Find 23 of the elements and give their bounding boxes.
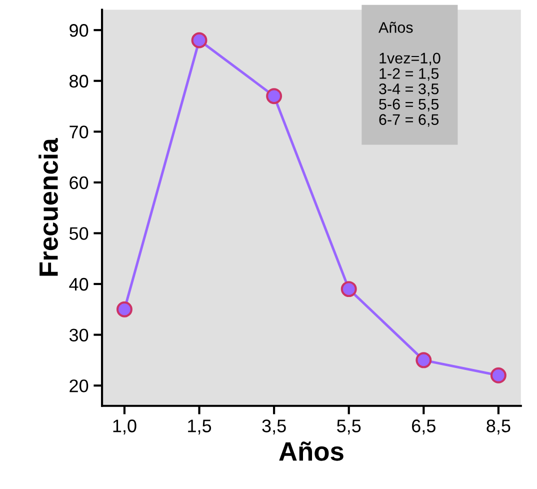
point — [116, 301, 132, 318]
point — [191, 32, 208, 48]
y-tick-label: 70 — [70, 126, 88, 138]
y-tick-label: 20 — [70, 379, 88, 392]
y-tick-label: 60 — [70, 176, 88, 190]
x-axis-title: Años — [279, 442, 344, 461]
x-tick-label: 5,5 — [337, 420, 361, 434]
text: Años 1vez=1,0 1-2 = 1,5 3-4 = 3,5 5-6 = 5,5 6-7 = 6,5 — [378, 22, 440, 127]
x-tick-label: 1,0 — [113, 420, 136, 434]
point — [340, 281, 357, 298]
point — [416, 352, 432, 368]
x-tick-label: 3,5 — [262, 420, 286, 434]
x-tick-label: 8,5 — [486, 420, 510, 434]
point — [266, 88, 282, 104]
y-tick-label: 40 — [69, 278, 88, 291]
y-tick-label: 80 — [70, 74, 88, 88]
y-tick-label: 50 — [69, 227, 88, 240]
y-tick-label: 90 — [70, 24, 88, 37]
y-tick-label: 30 — [69, 328, 88, 342]
y-axis-title: Frecuencia — [38, 138, 58, 276]
point — [490, 367, 506, 384]
x-tick-label: 1,5 — [188, 420, 212, 434]
x-tick-label: 6,5 — [412, 420, 436, 434]
